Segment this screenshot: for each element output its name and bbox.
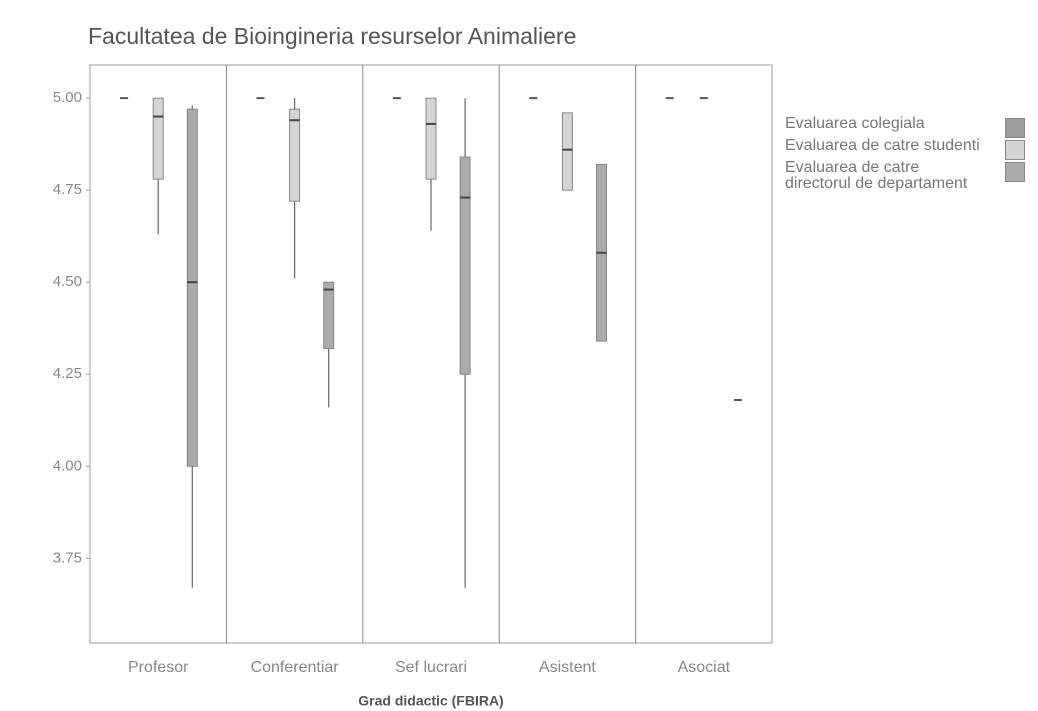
x-tick-label: Asociat [678, 659, 731, 676]
plot-frame [89, 64, 773, 644]
y-tick-label: 4.50 [53, 273, 82, 290]
x-tick-label: Asistent [539, 659, 596, 676]
box [289, 108, 301, 202]
x-tick-label: Profesor [128, 659, 189, 676]
x-tick-label: Sef lucrari [395, 659, 467, 676]
y-tick-label: 4.00 [53, 457, 82, 474]
y-tick-label: 5.00 [53, 89, 82, 106]
x-axis-label: Grad didactic (FBIRA) [358, 693, 503, 709]
legend: Evaluarea colegiala Evaluarea de catre st… [785, 116, 1035, 198]
box [323, 281, 335, 349]
chart-title: Facultatea de Bioingineria resurselor An… [88, 23, 576, 49]
box [186, 108, 198, 467]
legend-item: Evaluarea colegiala [785, 115, 1025, 138]
legend-swatch [1005, 140, 1025, 160]
y-tick-label: 4.75 [53, 181, 82, 198]
box [561, 112, 573, 191]
legend-label: Evaluarea de catre directorul de departa… [785, 159, 968, 192]
legend-swatch [1005, 118, 1025, 138]
legend-item: Evaluarea de catre directorul de departa… [785, 159, 1025, 192]
legend-swatch [1005, 162, 1025, 182]
box [152, 97, 164, 180]
legend-item: Evaluarea de catre studenti [785, 137, 1025, 160]
legend-label: Evaluarea colegiala [785, 115, 925, 132]
y-tick-label: 4.25 [53, 365, 82, 382]
legend-label: Evaluarea de catre studenti [785, 137, 980, 154]
y-tick-label: 3.75 [53, 549, 82, 566]
box [459, 156, 471, 375]
x-tick-label: Conferentiar [251, 659, 340, 676]
box [425, 97, 437, 180]
